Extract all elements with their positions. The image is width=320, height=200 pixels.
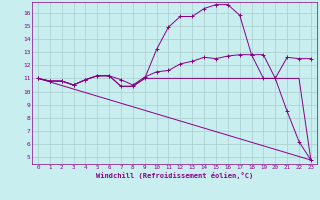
X-axis label: Windchill (Refroidissement éolien,°C): Windchill (Refroidissement éolien,°C): [96, 172, 253, 179]
